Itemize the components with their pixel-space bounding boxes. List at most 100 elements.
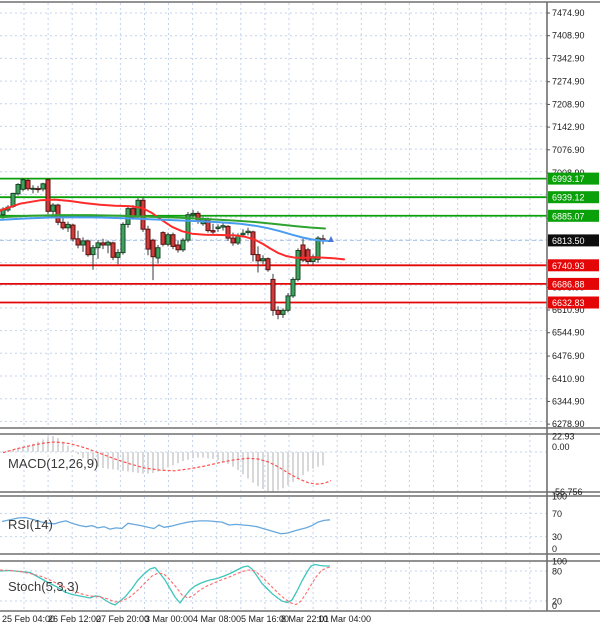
time-tick-label: 8 Mar 22:01 bbox=[281, 614, 329, 624]
candle-down bbox=[195, 212, 201, 222]
candle-up bbox=[295, 250, 301, 280]
price-tick-label: 6544.90 bbox=[552, 328, 585, 338]
price-tick-label: 7342.90 bbox=[552, 53, 585, 63]
candle-up bbox=[315, 237, 321, 260]
price-tick-label: 7274.90 bbox=[552, 77, 585, 87]
time-tick-label: 3 Mar 00:00 bbox=[145, 614, 193, 624]
candle-down bbox=[270, 278, 276, 311]
panel-borders bbox=[0, 1, 600, 612]
candle-down bbox=[305, 249, 311, 263]
stoch-axis-label: 0 bbox=[552, 601, 557, 611]
candle-up bbox=[80, 240, 86, 246]
candle-down bbox=[300, 244, 306, 261]
candle-down bbox=[275, 309, 281, 315]
candle-up bbox=[120, 223, 126, 254]
candle-up bbox=[10, 192, 16, 207]
svg-text:6813.50: 6813.50 bbox=[552, 236, 585, 246]
candle-up bbox=[105, 241, 111, 246]
candle-up bbox=[280, 309, 286, 315]
candle-down bbox=[110, 242, 116, 258]
candle-down bbox=[160, 232, 166, 245]
rsi-axis-label: 30 bbox=[552, 532, 562, 542]
rsi-layer bbox=[1, 516, 331, 535]
candle-down bbox=[25, 179, 31, 190]
price-tick-label: 6476.90 bbox=[552, 351, 585, 361]
candle-up bbox=[20, 179, 26, 190]
svg-text:6939.12: 6939.12 bbox=[552, 193, 585, 203]
time-tick-label: 27 Feb 20:00 bbox=[96, 614, 149, 624]
stoch-k-line bbox=[0, 563, 330, 606]
candle-down bbox=[75, 238, 81, 246]
support-price-tag bbox=[548, 296, 599, 309]
candle-down bbox=[45, 179, 51, 212]
candle-down bbox=[250, 231, 256, 256]
candle-down bbox=[225, 225, 231, 239]
candle-down bbox=[150, 239, 156, 258]
ma-red-line bbox=[0, 198, 345, 261]
candle-up bbox=[65, 223, 71, 229]
support-price-tag bbox=[548, 259, 599, 272]
candle-up bbox=[50, 204, 56, 212]
current-price-tag bbox=[548, 234, 599, 247]
stoch-d-line bbox=[0, 566, 332, 606]
candle-up bbox=[185, 214, 191, 241]
candle-up bbox=[15, 184, 21, 195]
candle-down bbox=[140, 199, 146, 230]
price-tick-label: 7474.90 bbox=[552, 8, 585, 18]
candle-down bbox=[175, 244, 181, 251]
svg-text:6740.93: 6740.93 bbox=[552, 261, 585, 271]
candle-up bbox=[240, 232, 246, 236]
candle-down bbox=[145, 228, 151, 250]
support-price-tag bbox=[548, 277, 599, 290]
resistance-price-tag bbox=[548, 209, 599, 222]
price-tick-label: 7076.90 bbox=[552, 145, 585, 155]
moving-averages-layer bbox=[0, 198, 345, 261]
candle-down bbox=[210, 230, 216, 233]
candle-down bbox=[55, 204, 61, 223]
candle-down bbox=[265, 258, 271, 271]
svg-text:6993.17: 6993.17 bbox=[552, 174, 585, 184]
ma-blue-line bbox=[0, 216, 329, 242]
candle-down bbox=[255, 254, 261, 262]
candle-up bbox=[90, 247, 96, 256]
price-tick-label: 7208.90 bbox=[552, 99, 585, 109]
rsi-line bbox=[1, 516, 331, 535]
svg-text:6885.07: 6885.07 bbox=[552, 211, 585, 221]
stoch-layer bbox=[0, 563, 332, 606]
svg-text:6686.88: 6686.88 bbox=[552, 279, 585, 289]
candle-up bbox=[190, 212, 196, 216]
macd-signal-line bbox=[2, 441, 332, 485]
candle-down bbox=[60, 221, 66, 229]
latest-price-arrow-icon bbox=[328, 236, 334, 242]
candle-up bbox=[220, 225, 226, 228]
stoch-axis-label: 80 bbox=[552, 567, 562, 577]
stoch-axis-label: 20 bbox=[552, 597, 562, 607]
macd-axis-label: 0.00 bbox=[552, 442, 570, 452]
price-axis[interactable]: 7474.90 7408.90 7342.90 7274.90 7208.90 7142.… bbox=[547, 8, 599, 611]
candle-down bbox=[230, 237, 236, 244]
candle-down bbox=[70, 224, 76, 240]
rsi-axis-label: 0 bbox=[552, 544, 557, 554]
candles-layer bbox=[0, 178, 326, 320]
candle-up bbox=[260, 258, 266, 262]
macd-axis-label: -56.756 bbox=[552, 487, 583, 497]
candle-down bbox=[35, 188, 41, 191]
candle-up bbox=[215, 226, 221, 230]
time-tick-label: 4 Mar 08:00 bbox=[193, 614, 241, 624]
rsi-panel-canvas[interactable] bbox=[0, 497, 547, 553]
candle-up bbox=[180, 239, 186, 251]
rsi-axis-label: 100 bbox=[552, 492, 567, 502]
svg-text:6632.83: 6632.83 bbox=[552, 298, 585, 308]
stoch-panel-canvas[interactable] bbox=[0, 562, 547, 610]
candle-up bbox=[245, 230, 251, 234]
candle-up bbox=[135, 199, 141, 218]
candle-up bbox=[30, 187, 36, 190]
candle-down bbox=[100, 242, 106, 246]
rsi-axis-label: 70 bbox=[552, 509, 562, 519]
candle-up bbox=[155, 247, 161, 259]
candle-up bbox=[40, 183, 46, 190]
price-tick-label: 6278.90 bbox=[552, 419, 585, 429]
